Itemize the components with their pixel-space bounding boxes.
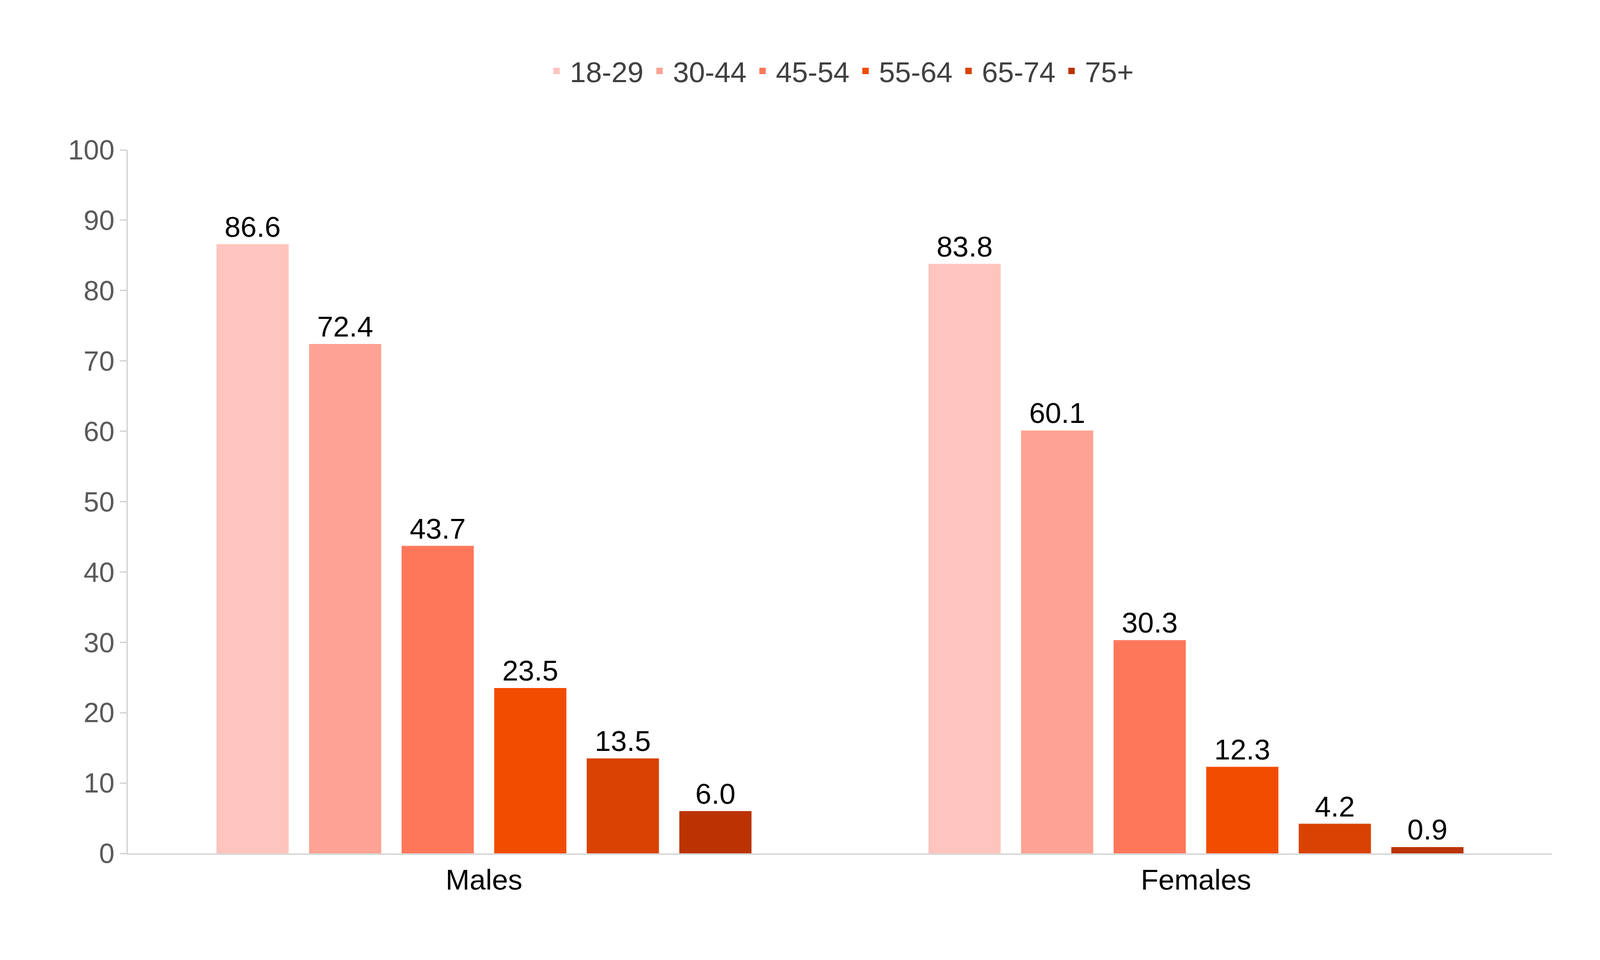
- svg-text:30: 30: [83, 627, 115, 659]
- svg-text:90: 90: [83, 204, 115, 236]
- svg-text:0.9: 0.9: [1407, 813, 1448, 846]
- svg-text:100: 100: [68, 134, 115, 166]
- svg-text:65-74: 65-74: [981, 56, 1056, 88]
- svg-text:60: 60: [83, 416, 115, 447]
- svg-text:40: 40: [83, 556, 115, 588]
- svg-text:0: 0: [99, 837, 115, 869]
- svg-text:Females: Females: [1140, 863, 1252, 896]
- svg-text:80: 80: [83, 275, 115, 307]
- svg-text:20: 20: [83, 697, 115, 728]
- svg-text:Males: Males: [445, 863, 523, 896]
- svg-text:4.2: 4.2: [1314, 790, 1355, 823]
- svg-text:70: 70: [83, 345, 115, 377]
- svg-text:30.3: 30.3: [1121, 606, 1178, 639]
- svg-text:18-29: 18-29: [570, 56, 644, 88]
- svg-text:45-54: 45-54: [776, 56, 850, 88]
- svg-text:86.6: 86.6: [224, 210, 281, 243]
- svg-text:30-44: 30-44: [673, 56, 747, 88]
- svg-text:10: 10: [83, 767, 115, 799]
- svg-text:6.0: 6.0: [695, 777, 736, 810]
- svg-text:23.5: 23.5: [502, 654, 559, 687]
- svg-text:13.5: 13.5: [594, 724, 651, 757]
- svg-text:12.3: 12.3: [1214, 733, 1271, 766]
- svg-text:55-64: 55-64: [878, 56, 953, 88]
- svg-text:60.1: 60.1: [1029, 396, 1086, 429]
- svg-text:50: 50: [83, 486, 115, 518]
- svg-text:72.4: 72.4: [317, 310, 374, 343]
- svg-text:43.7: 43.7: [409, 512, 466, 545]
- svg-text:75+: 75+: [1084, 56, 1134, 88]
- svg-text:83.8: 83.8: [936, 230, 993, 263]
